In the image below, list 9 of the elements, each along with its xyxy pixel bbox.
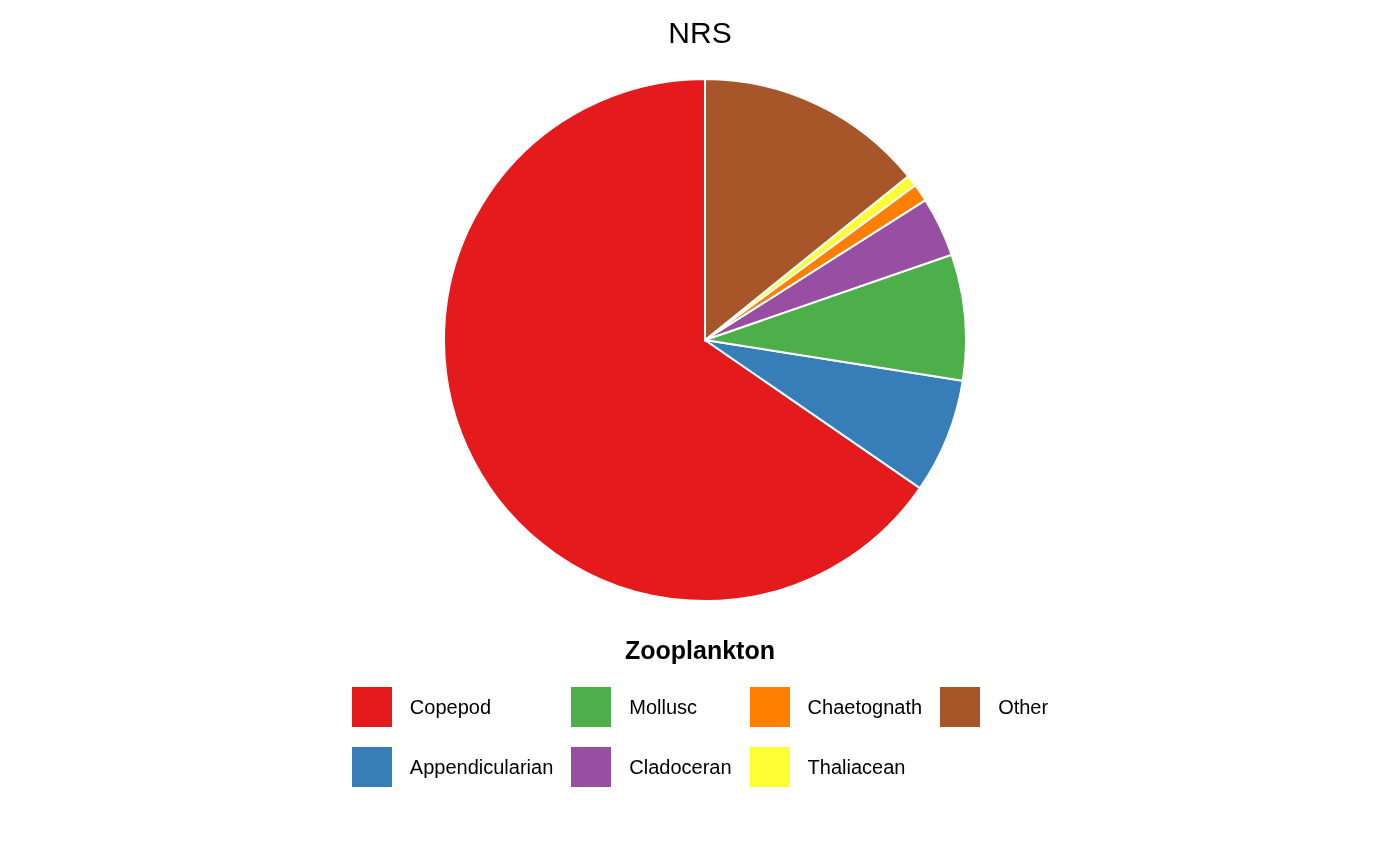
legend-label: Appendicularian: [409, 755, 554, 779]
chart-title: NRS: [667, 15, 733, 51]
legend-label: Mollusc: [629, 695, 698, 719]
legend-title: Zooplankton: [625, 636, 775, 665]
legend-label: Cladoceran: [629, 755, 732, 779]
legend-label: Other: [998, 695, 1049, 719]
legend-label: Chaetognath: [807, 695, 923, 719]
legend-label: Copepod: [409, 695, 492, 719]
legend-label: Thaliacean: [807, 755, 906, 779]
